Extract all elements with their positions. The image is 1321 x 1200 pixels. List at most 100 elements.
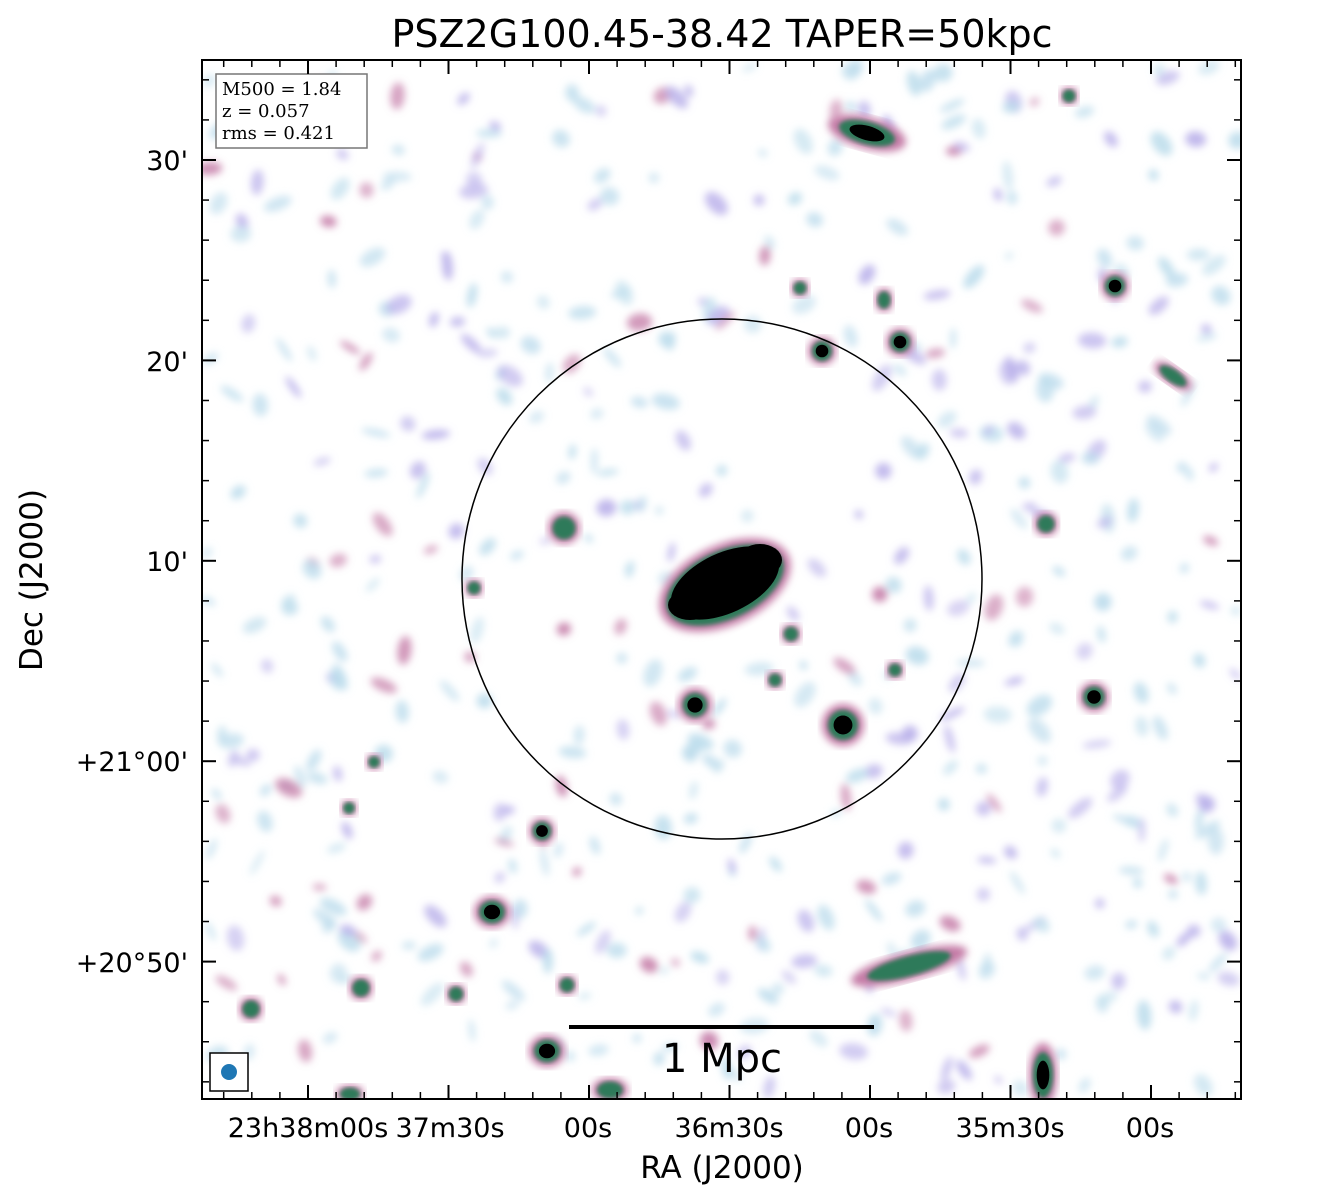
noise-blob (905, 900, 926, 917)
noise-blob (439, 680, 460, 702)
noise-blob (1218, 930, 1238, 951)
noise-blob (339, 924, 357, 937)
noise-blob (670, 958, 681, 967)
noise-blob (369, 555, 382, 564)
noise-blob (956, 659, 986, 667)
noise-blob (1112, 814, 1138, 826)
noise-blob (1194, 1073, 1213, 1097)
radio-source (239, 997, 263, 1021)
noise-blob (562, 354, 581, 374)
noise-blob (1185, 131, 1207, 148)
noise-blob (558, 746, 587, 759)
noise-blob (620, 500, 635, 515)
plot-frame (201, 59, 1242, 1100)
radio-source (548, 512, 580, 544)
radio-source (349, 976, 373, 1000)
noise-blob (336, 148, 349, 161)
noise-blob (564, 1051, 576, 1062)
noise-blob (937, 1079, 956, 1094)
noise-blob (226, 925, 245, 951)
noise-blob (203, 74, 216, 88)
noise-blob (1208, 462, 1219, 473)
radio-source (822, 704, 864, 746)
noise-blob (552, 129, 570, 148)
noise-blob (827, 139, 843, 156)
noise-blob (1146, 415, 1172, 435)
axis-ticks (202, 60, 1241, 1099)
noise-blob (986, 793, 1002, 813)
noise-blob (477, 457, 493, 476)
noise-blob (568, 444, 577, 460)
noise-blob (897, 841, 914, 859)
x-tick-label: 23h38m00s (228, 1113, 389, 1144)
noise-blob (539, 537, 552, 545)
noise-blob (217, 725, 227, 743)
noise-blob (573, 725, 585, 745)
noise-blob (1002, 101, 1020, 113)
noise-blob (410, 461, 426, 479)
noise-blob (556, 622, 572, 636)
noise-blob (332, 765, 343, 782)
noise-blob (742, 63, 758, 72)
noise-blob (886, 218, 909, 236)
noise-blob (1016, 927, 1028, 941)
noise-blob (626, 313, 653, 332)
noise-blob (956, 956, 966, 981)
noise-blob (724, 1065, 743, 1082)
noise-blob (242, 617, 267, 634)
noise-blob (637, 495, 647, 513)
noise-blob (371, 950, 382, 962)
noise-blob (545, 362, 554, 383)
noise-blob (792, 295, 816, 314)
noise-blob (1107, 785, 1128, 802)
noise-blob (1076, 642, 1093, 660)
noise-blob (1176, 461, 1188, 473)
noise-blob (1148, 169, 1159, 181)
noise-blob (648, 172, 660, 184)
noise-blob (211, 788, 222, 800)
noise-blob (1084, 965, 1105, 981)
noise-blob (674, 901, 692, 923)
noise-blob (939, 915, 961, 932)
radio-source (781, 624, 801, 644)
noise-blob (975, 763, 988, 774)
noise-blob (639, 956, 659, 973)
noise-blob (263, 195, 292, 212)
noise-blob (1037, 756, 1048, 766)
radio-source (850, 945, 968, 987)
noise-blob (994, 1076, 1003, 1084)
noise-blob (661, 1043, 679, 1051)
noise-blob (1229, 668, 1241, 680)
noise-blob (1046, 176, 1062, 187)
noise-blob (1004, 252, 1014, 260)
noise-blob (494, 872, 506, 883)
noise-blob (259, 784, 272, 797)
noise-blob (1110, 769, 1130, 790)
noise-blob (400, 416, 416, 432)
noise-blob (937, 411, 957, 428)
noise-blob (1168, 889, 1178, 899)
noise-blob (211, 662, 223, 678)
noise-blob (667, 710, 681, 718)
noise-blob (202, 161, 223, 176)
noise-blob (698, 483, 713, 498)
noise-blob (814, 964, 833, 977)
noise-blob (799, 660, 808, 670)
noise-blob (496, 387, 513, 406)
radio-source (1060, 87, 1078, 105)
noise-blob (313, 457, 331, 466)
noise-blob (1150, 131, 1173, 156)
noise-blob (893, 364, 907, 376)
noise-blob (520, 336, 541, 354)
noise-blob (610, 288, 631, 299)
noise-blob (875, 462, 892, 480)
noise-blob (227, 749, 240, 768)
noise-blob (594, 168, 611, 184)
noise-blob (881, 872, 902, 885)
noise-blob (246, 748, 260, 762)
noise-blob (1015, 586, 1034, 607)
noise-blob (1196, 333, 1218, 342)
noise-blob (983, 706, 1012, 723)
noise-blob (655, 506, 664, 515)
